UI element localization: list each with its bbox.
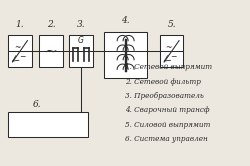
Text: G: G — [78, 36, 84, 45]
Text: 2.: 2. — [47, 20, 55, 29]
Text: 5.: 5. — [167, 20, 176, 29]
Bar — [8, 112, 88, 137]
Text: 4.: 4. — [121, 16, 130, 25]
Text: 1. Сетевой выпрямит: 1. Сетевой выпрямит — [125, 63, 212, 71]
Bar — [69, 35, 93, 67]
Bar — [39, 35, 63, 67]
Text: 4. Сварочный трансф: 4. Сварочный трансф — [125, 106, 210, 114]
Bar — [160, 35, 184, 67]
Text: ~: ~ — [166, 43, 172, 52]
Text: 5. Силовой выпрямит: 5. Силовой выпрямит — [125, 121, 210, 128]
Text: ~: ~ — [45, 44, 58, 59]
Text: 2. Сетевой фильтр: 2. Сетевой фильтр — [125, 78, 201, 85]
Text: −: − — [19, 52, 25, 61]
Text: ~: ~ — [14, 43, 20, 52]
Bar — [104, 32, 148, 78]
Text: −: − — [170, 52, 177, 61]
Text: 6.: 6. — [32, 99, 41, 109]
Bar — [8, 35, 32, 67]
Text: 3.: 3. — [76, 20, 85, 29]
Text: 3. Преобразователь: 3. Преобразователь — [125, 92, 204, 100]
Text: 6. Система управлен: 6. Система управлен — [125, 135, 208, 143]
Text: 1.: 1. — [16, 20, 24, 29]
